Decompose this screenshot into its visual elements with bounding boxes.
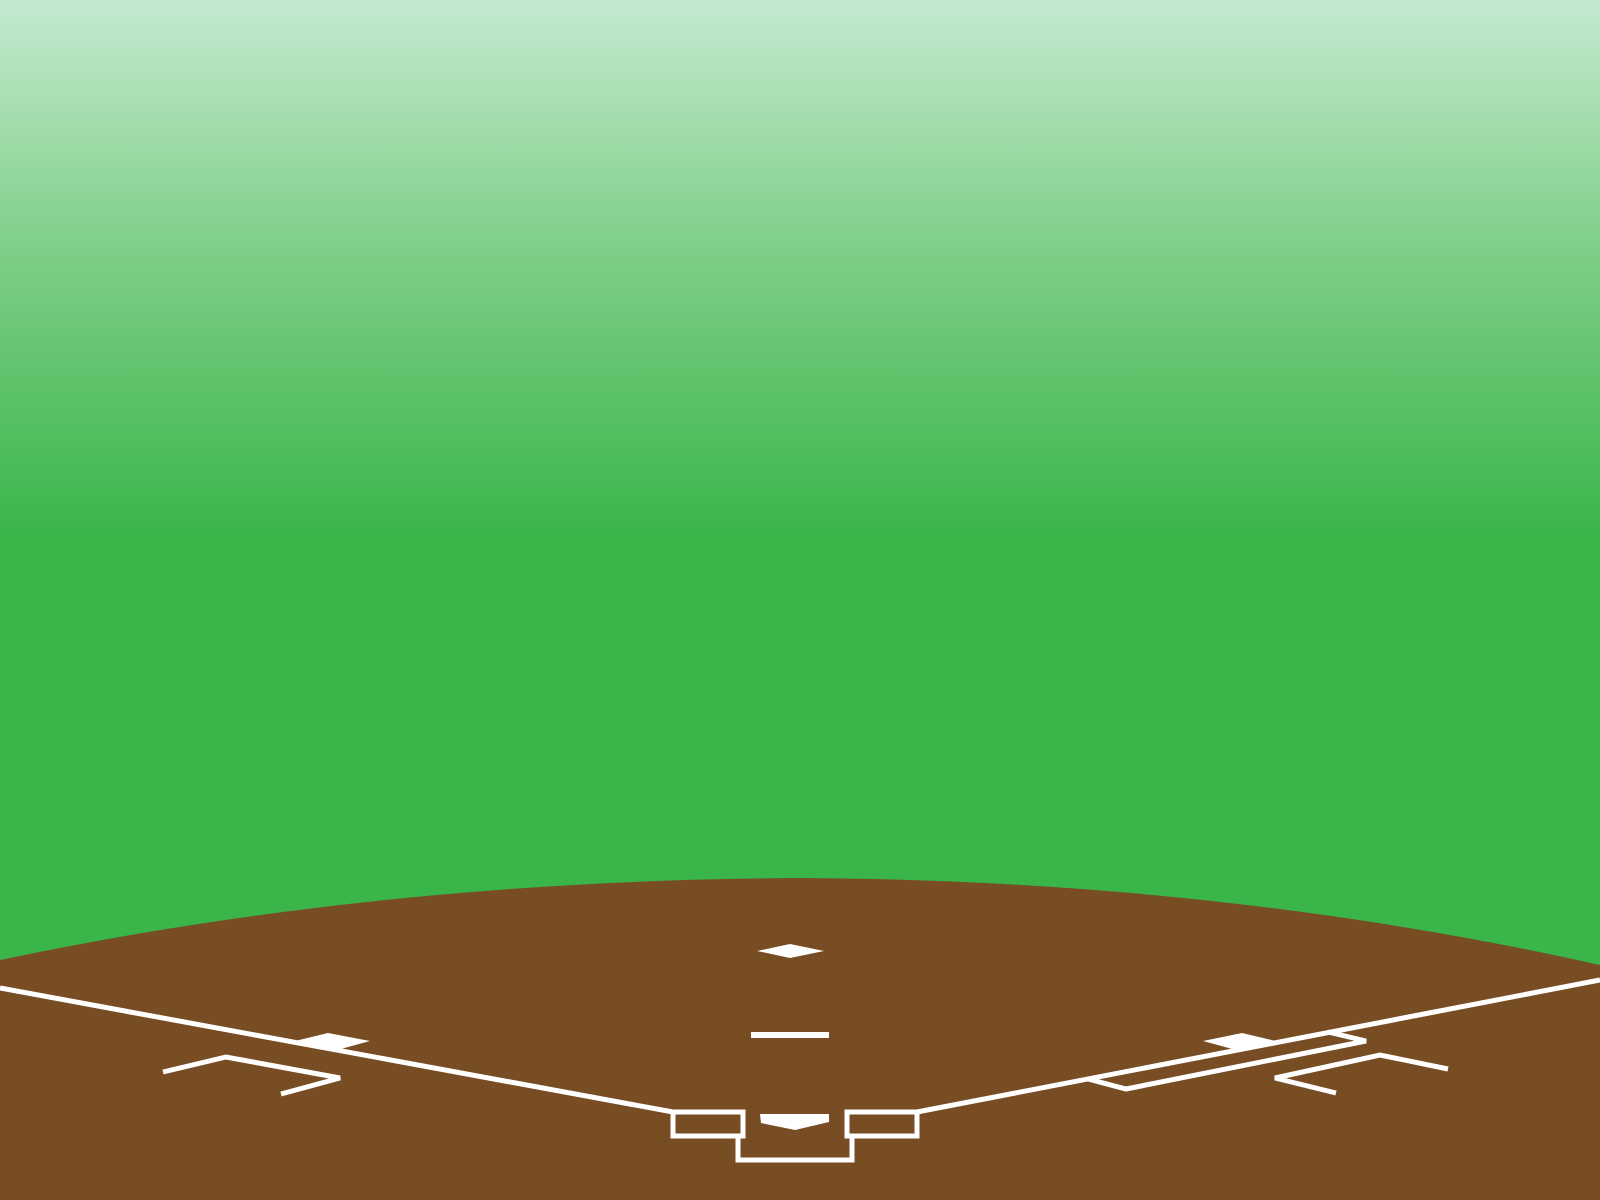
infield-dirt [0, 878, 1600, 1200]
first-base [1203, 1033, 1276, 1050]
third-base [295, 1033, 370, 1050]
running-lane [1087, 1029, 1367, 1092]
right-batters-box [844, 1109, 920, 1139]
home-plate [760, 1114, 829, 1130]
left-coaches-box [162, 1054, 341, 1097]
pitchers-rubber [751, 1032, 829, 1038]
catchers-box [735, 1136, 855, 1163]
second-base [757, 944, 824, 958]
left-batters-box [670, 1109, 746, 1139]
right-foul-line [916, 977, 1600, 1115]
right-coaches-box [1274, 1052, 1449, 1096]
left-foul-line [0, 985, 674, 1115]
